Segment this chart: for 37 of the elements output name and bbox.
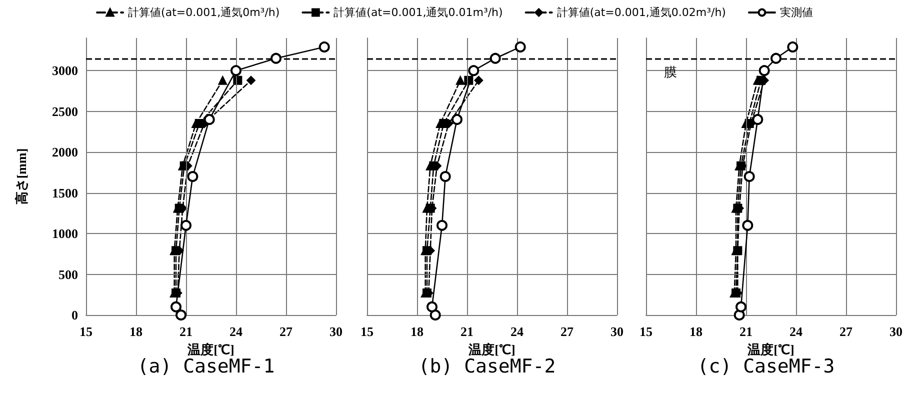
x-tick-label: 18 (130, 324, 143, 339)
x-tick-label: 30 (890, 324, 902, 339)
x-tick-label: 24 (790, 324, 803, 339)
text: (b) CaseMF-2 (418, 356, 556, 378)
x-axis-title: 温度[℃] (746, 342, 794, 357)
y-tick-label: 3000 (52, 63, 78, 78)
legend-label: 実測値 (780, 6, 813, 19)
x-tick-label: 21 (740, 324, 752, 339)
x-tick-label: 27 (280, 324, 293, 339)
x-tick-label: 30 (610, 324, 624, 339)
ref-line-label: 膜 (664, 65, 677, 80)
y-tick-label: 1000 (52, 226, 78, 242)
x-tick-label: 18 (410, 324, 424, 339)
text: (c) CaseMF-3 (697, 356, 835, 378)
y-tick-label: 0 (72, 308, 78, 322)
x-tick-label: 21 (460, 324, 474, 339)
y-axis-title: 高さ[mm] (14, 148, 29, 205)
legend-label: 計算値(at=0.001,通気0.02m³/h) (556, 6, 726, 19)
x-tick-label: 24 (230, 324, 243, 339)
x-axis-title: 温度[℃] (468, 342, 516, 357)
legend-label: 計算値(at=0.001,通気0m³/h) (128, 6, 280, 19)
x-tick-label: 24 (510, 324, 524, 339)
x-tick-label: 30 (330, 324, 342, 339)
x-tick-label: 21 (180, 324, 192, 339)
y-tick-label: 1500 (52, 185, 78, 200)
x-tick-label: 27 (560, 324, 574, 339)
y-tick-label: 2500 (52, 104, 78, 119)
x-tick-label: 15 (80, 324, 93, 339)
x-tick-label: 15 (360, 324, 374, 339)
x-tick-label: 15 (640, 324, 653, 339)
x-tick-label: 18 (690, 324, 703, 339)
y-tick-label: 500 (58, 266, 78, 282)
text: (a) CaseMF-1 (137, 356, 275, 378)
x-tick-label: 27 (840, 324, 853, 339)
x-axis-title: 温度[℃] (186, 342, 234, 357)
y-tick-label: 2000 (52, 144, 78, 160)
legend-label: 計算値(at=0.001,通気0.01m³/h) (334, 6, 503, 19)
